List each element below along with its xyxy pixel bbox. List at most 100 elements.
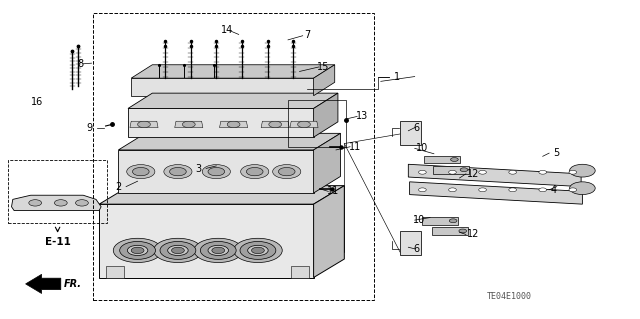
Text: 12: 12	[467, 169, 480, 179]
Circle shape	[449, 170, 456, 174]
Polygon shape	[130, 121, 158, 128]
Circle shape	[234, 238, 282, 263]
Polygon shape	[175, 121, 203, 128]
Circle shape	[460, 168, 468, 172]
Circle shape	[479, 188, 486, 192]
Polygon shape	[432, 227, 468, 235]
Circle shape	[246, 167, 263, 176]
Polygon shape	[118, 133, 340, 150]
Polygon shape	[314, 186, 344, 278]
Circle shape	[509, 188, 516, 192]
Text: 10: 10	[413, 215, 426, 225]
Text: 3: 3	[195, 164, 202, 174]
Circle shape	[459, 229, 467, 233]
Circle shape	[509, 170, 516, 174]
Text: 6: 6	[413, 244, 419, 254]
Circle shape	[208, 245, 228, 256]
Circle shape	[138, 121, 150, 128]
Circle shape	[132, 167, 149, 176]
Circle shape	[539, 188, 547, 192]
Polygon shape	[118, 150, 314, 193]
Text: 6: 6	[413, 122, 419, 133]
Polygon shape	[26, 274, 61, 293]
Text: 4: 4	[550, 185, 557, 195]
Circle shape	[172, 247, 184, 254]
Text: 13: 13	[355, 111, 368, 122]
Circle shape	[154, 238, 202, 263]
Circle shape	[273, 165, 301, 179]
Text: 11: 11	[349, 142, 362, 152]
Polygon shape	[261, 121, 289, 128]
Circle shape	[479, 170, 486, 174]
Circle shape	[182, 121, 195, 128]
Circle shape	[76, 200, 88, 206]
Text: E-11: E-11	[45, 237, 70, 247]
Text: 7: 7	[304, 30, 310, 40]
Text: FR.: FR.	[64, 279, 82, 289]
Circle shape	[29, 200, 42, 206]
Circle shape	[208, 167, 225, 176]
Bar	[93, 13, 374, 300]
Polygon shape	[12, 195, 101, 211]
Polygon shape	[128, 93, 338, 108]
Circle shape	[248, 245, 268, 256]
Text: 15: 15	[317, 62, 330, 72]
Circle shape	[170, 167, 186, 176]
Circle shape	[113, 238, 162, 263]
Circle shape	[240, 241, 276, 259]
Polygon shape	[410, 182, 582, 204]
Bar	[288, 100, 346, 147]
Polygon shape	[106, 266, 124, 278]
Circle shape	[449, 188, 456, 192]
Polygon shape	[131, 65, 335, 78]
Circle shape	[570, 164, 595, 177]
Text: 5: 5	[554, 148, 560, 158]
Polygon shape	[400, 121, 421, 145]
Circle shape	[194, 238, 243, 263]
Circle shape	[252, 247, 264, 254]
Polygon shape	[433, 166, 469, 174]
Circle shape	[120, 241, 156, 259]
Text: 2: 2	[115, 182, 122, 192]
Bar	[8, 160, 107, 223]
Circle shape	[539, 170, 547, 174]
Circle shape	[227, 121, 240, 128]
Text: 11: 11	[326, 186, 339, 197]
Polygon shape	[424, 156, 460, 163]
Text: TE04E1000: TE04E1000	[486, 293, 531, 301]
Polygon shape	[291, 266, 309, 278]
Circle shape	[160, 241, 196, 259]
Circle shape	[269, 121, 282, 128]
Text: 14: 14	[221, 25, 234, 35]
Polygon shape	[220, 121, 248, 128]
Circle shape	[54, 200, 67, 206]
Circle shape	[419, 170, 426, 174]
Circle shape	[278, 167, 295, 176]
Text: 10: 10	[416, 143, 429, 153]
Polygon shape	[99, 204, 314, 278]
Circle shape	[570, 182, 595, 195]
Circle shape	[164, 165, 192, 179]
Polygon shape	[128, 108, 314, 137]
Circle shape	[241, 165, 269, 179]
Circle shape	[419, 188, 426, 192]
Circle shape	[212, 247, 225, 254]
Circle shape	[168, 245, 188, 256]
Polygon shape	[314, 93, 338, 137]
Polygon shape	[290, 121, 318, 128]
Text: 1: 1	[394, 71, 400, 82]
Text: 8: 8	[77, 59, 83, 69]
Polygon shape	[314, 65, 335, 96]
Polygon shape	[131, 78, 314, 96]
Circle shape	[127, 245, 148, 256]
Polygon shape	[99, 186, 344, 204]
Circle shape	[569, 188, 577, 192]
Polygon shape	[314, 133, 340, 193]
Text: 9: 9	[86, 122, 93, 133]
Circle shape	[451, 158, 458, 161]
Circle shape	[298, 121, 310, 128]
Circle shape	[127, 165, 155, 179]
Circle shape	[200, 241, 236, 259]
Polygon shape	[408, 164, 581, 187]
Circle shape	[202, 165, 230, 179]
